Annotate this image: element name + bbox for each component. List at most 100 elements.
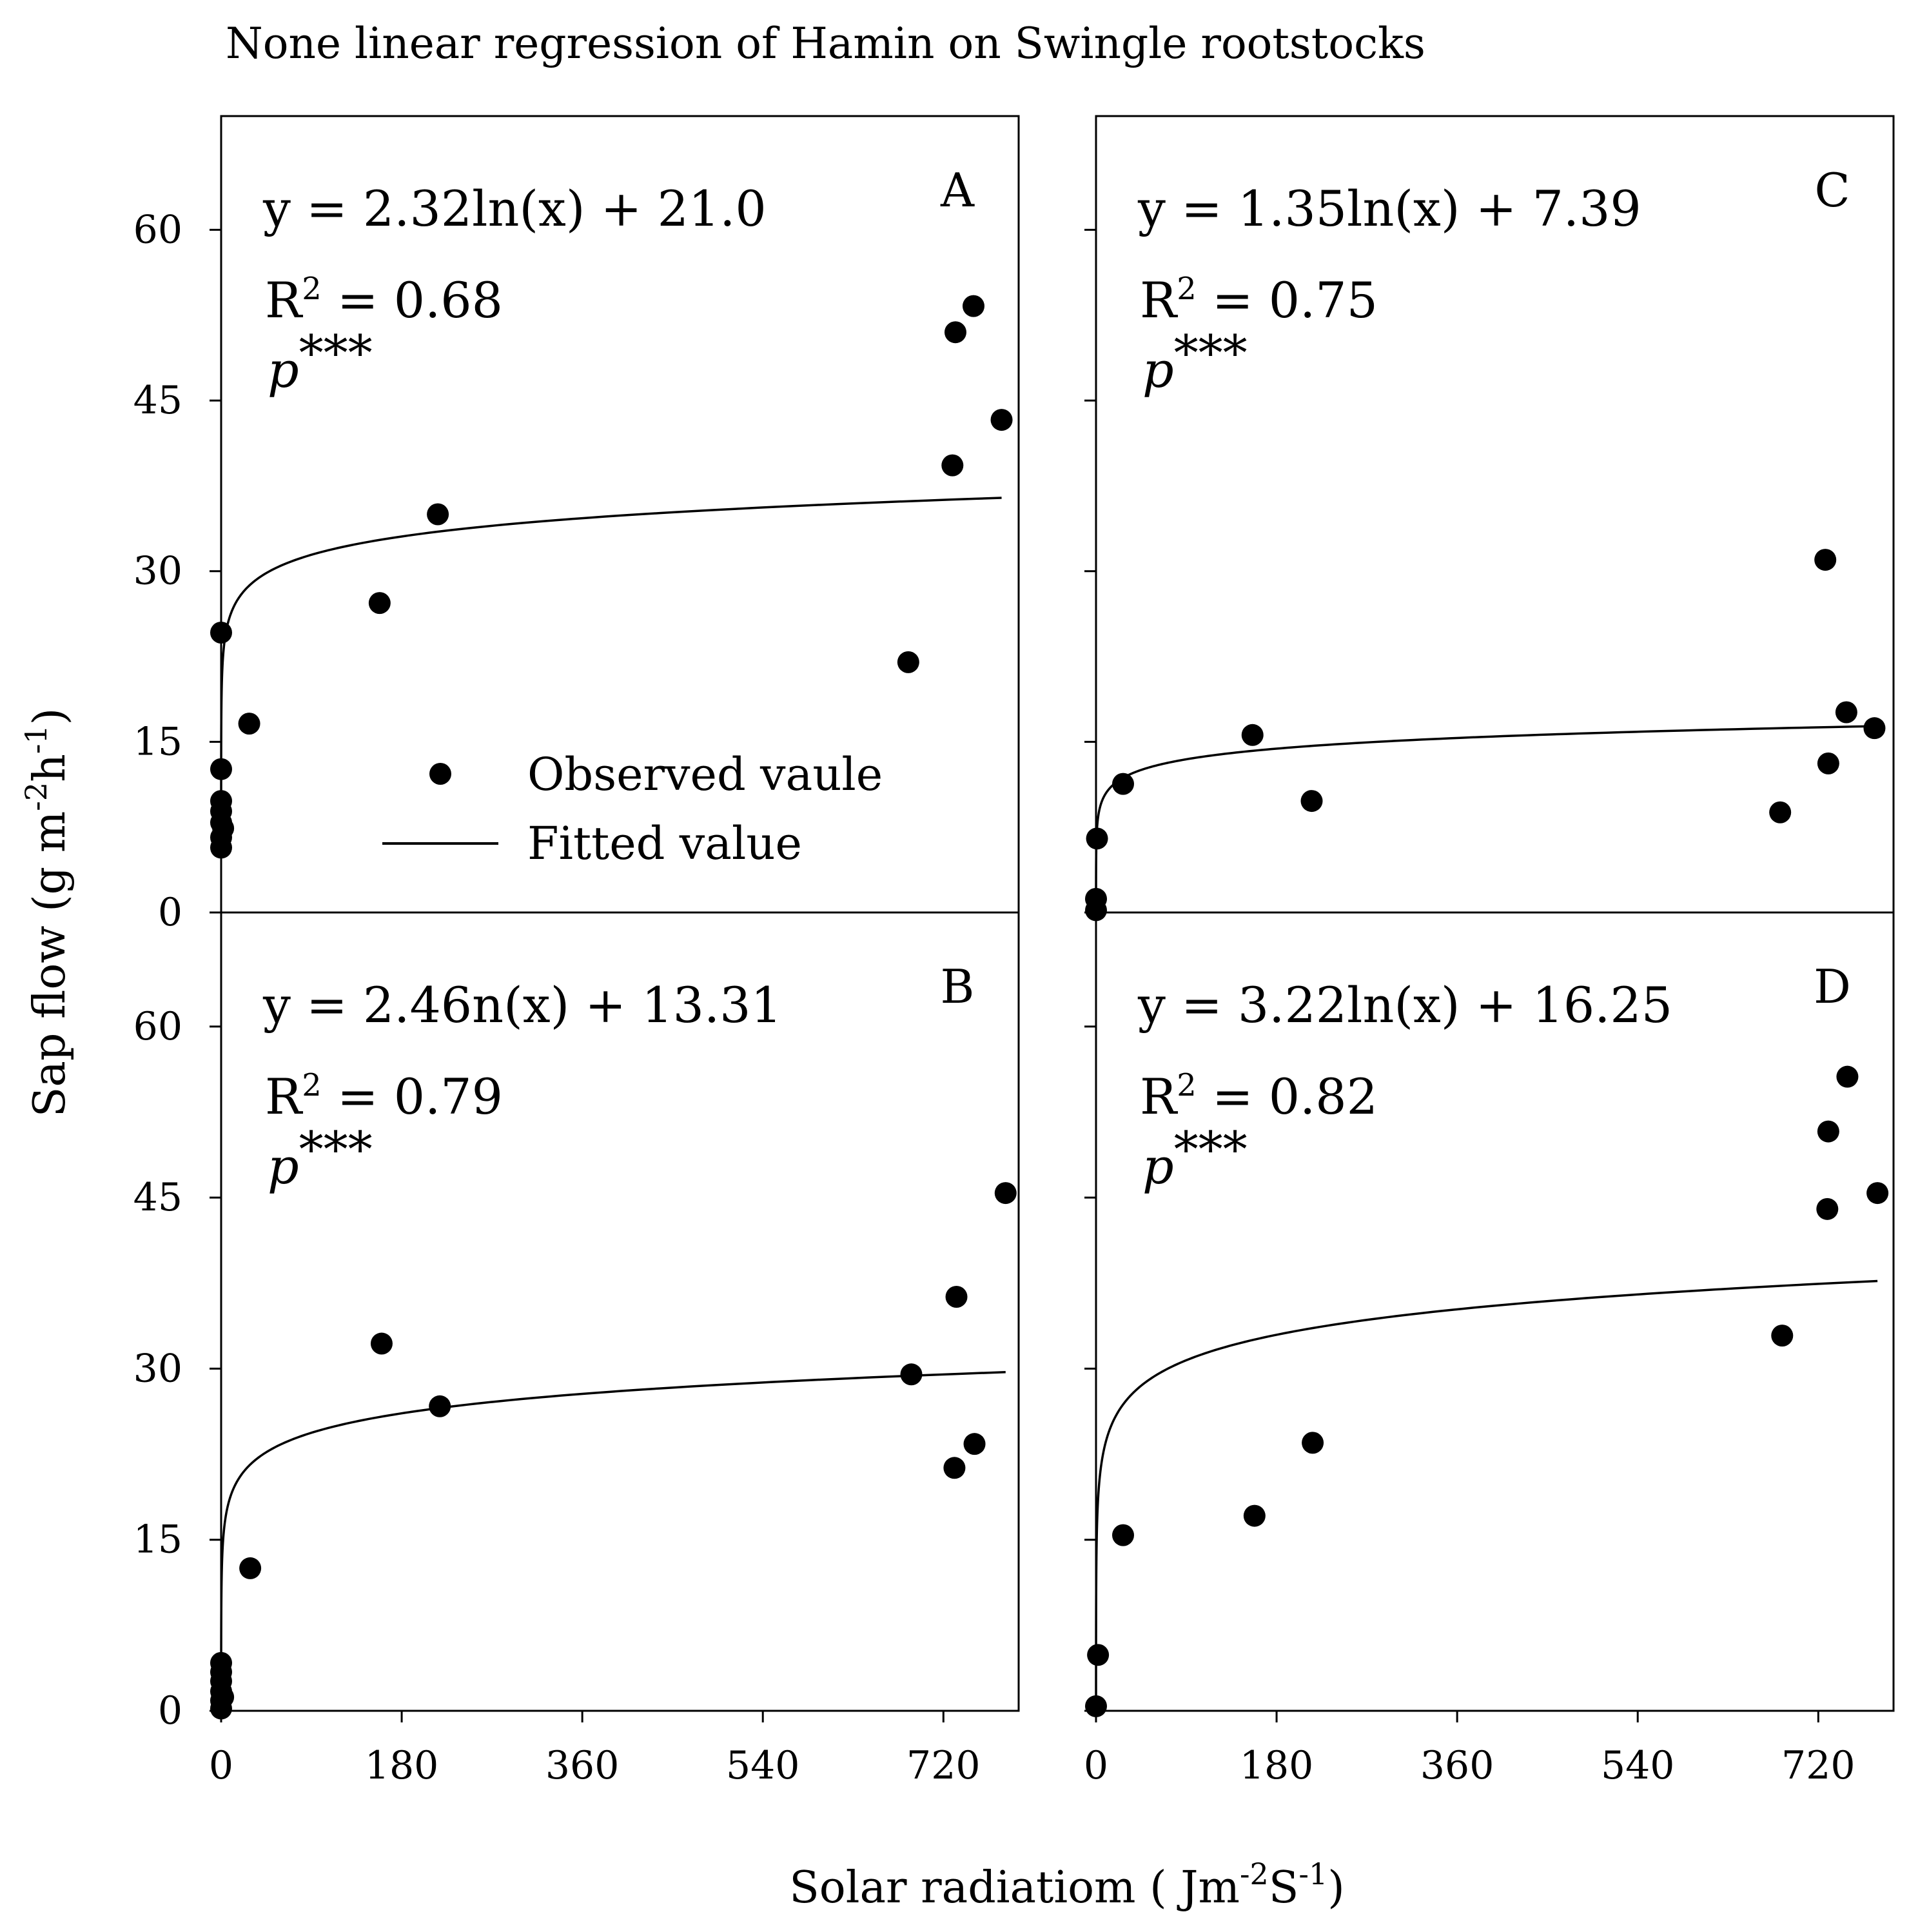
- panel-a-observed-point: [238, 713, 260, 735]
- panel-b-x-tick-label: 540: [726, 1743, 800, 1788]
- x-axis-title-end: ): [1327, 1862, 1345, 1913]
- panel-d-p-value: p***: [1142, 1121, 1248, 1195]
- panel-b-x-tick-label: 720: [906, 1743, 981, 1788]
- panel-a-observed-point: [897, 651, 919, 673]
- y-axis-title-sup1: -2: [19, 782, 54, 811]
- panel-d-x-tick-label: 0: [1084, 1743, 1108, 1788]
- panel-d-r-squared: R2 = 0.82: [1140, 1067, 1378, 1125]
- panel-c-observed-point: [1817, 752, 1839, 774]
- panel-b-p-value: p***: [268, 1121, 373, 1195]
- panel-d-observed-point: [1817, 1120, 1839, 1143]
- panel-a-observed-point: [941, 454, 964, 477]
- panel-b-observed-point: [994, 1182, 1017, 1205]
- panel-b-observed-point: [945, 1286, 968, 1308]
- panel-d-x-tick-label: 540: [1601, 1743, 1675, 1788]
- panel-b-p-label: p: [268, 1138, 299, 1195]
- panel-b-r-squared: R2 = 0.79: [265, 1067, 503, 1125]
- panel-d-observed-point: [1836, 1065, 1859, 1088]
- panel-d-observed-point: [1112, 1524, 1135, 1546]
- y-axis-title: Sap flow (g m-2h-1): [19, 708, 75, 1118]
- panel-a-p-value: p***: [268, 324, 373, 399]
- panel-b-x-tick-label: 360: [545, 1743, 620, 1788]
- panel-b-observed-point: [239, 1557, 262, 1579]
- panel-a-observed-point: [210, 758, 232, 780]
- panel-a-r-squared-label: R: [265, 271, 304, 329]
- panel-d-observed-point: [1866, 1182, 1889, 1205]
- panel-d-frame: [1095, 911, 1895, 1712]
- panel-a-r-squared-value: = 0.68: [322, 271, 503, 329]
- x-axis-title-sup1: -2: [1240, 1857, 1269, 1891]
- panel-a-r-squared: R2 = 0.68: [265, 271, 503, 329]
- panel-a-observed-point: [944, 321, 966, 344]
- panel-a-y-tick-label: 45: [133, 378, 182, 423]
- panel-a-observed-point: [212, 817, 235, 840]
- panel-b-observed-point: [900, 1363, 923, 1386]
- panel-d-x-tick-label: 180: [1240, 1743, 1314, 1788]
- panel-a-p-label: p: [268, 341, 299, 399]
- panel-b-x-tick-label: 180: [365, 1743, 439, 1788]
- panel-c-fitted-curve: [1095, 725, 1875, 900]
- panel-b-r-squared-sup: 2: [302, 1067, 322, 1103]
- panel-c-observed-point: [1085, 887, 1107, 910]
- panel-a-y-tick-label: 0: [158, 890, 182, 935]
- panel-a-p-stars: ***: [299, 324, 373, 382]
- y-axis-title-base: Sap flow (g m: [24, 811, 75, 1118]
- panel-c-observed-point: [1835, 701, 1857, 724]
- panel-c-p-stars: ***: [1174, 324, 1248, 382]
- panel-a-observed-point: [368, 592, 391, 615]
- x-axis-title-base: Solar radiatiom ( Jm: [789, 1862, 1240, 1913]
- panel-a-y-tick-label: 15: [133, 719, 182, 764]
- panel-d-observed-point: [1087, 1644, 1110, 1666]
- panel-c-p-label: p: [1142, 341, 1174, 399]
- panel-c-p-value: p***: [1142, 324, 1248, 399]
- panel-b-r-squared-value: = 0.79: [322, 1068, 503, 1125]
- panel-c-observed-point: [1241, 724, 1264, 746]
- panel-b-observed-point: [963, 1433, 986, 1455]
- panel-c-observed-point: [1863, 717, 1886, 740]
- legend-observed-marker: [429, 763, 451, 785]
- panel-b-r-squared-label: R: [265, 1068, 304, 1125]
- y-axis-title-mid: h: [24, 754, 75, 782]
- panel-c-observed-point: [1814, 549, 1837, 571]
- legend-fitted-label: Fitted value: [527, 817, 802, 870]
- panel-b-y-tick-label: 30: [133, 1346, 182, 1391]
- panel-d-r-squared-label: R: [1140, 1068, 1179, 1125]
- panel-c-r-squared-value: = 0.75: [1197, 271, 1378, 329]
- panel-d-p-label: p: [1142, 1138, 1174, 1195]
- panel-c-r-squared-label: R: [1140, 271, 1179, 329]
- panel-b-y-tick-label: 0: [158, 1688, 182, 1733]
- panel-b-equation: y = 2.46n(x) + 13.31: [262, 976, 782, 1034]
- panel-c-equation: y = 1.35ln(x) + 7.39: [1137, 180, 1641, 237]
- panel-b-observed-point: [370, 1332, 393, 1355]
- panel-a-y-tick-label: 60: [133, 207, 182, 252]
- panel-a-observed-point: [990, 409, 1013, 431]
- panel-a-equation: y = 2.32ln(x) + 21.0: [262, 180, 767, 237]
- panel-d-observed-point: [1243, 1504, 1266, 1527]
- panel-c-observed-point: [1112, 773, 1135, 795]
- panel-c-r-squared-sup: 2: [1177, 271, 1197, 307]
- panel-d: 0 180 360 540 720 y = 3.22ln(x) + 16.25 R2 = 0…: [1084, 911, 1895, 1788]
- panel-b-observed-point: [212, 1686, 235, 1708]
- panel-b-p-stars: ***: [299, 1121, 373, 1178]
- panel-a-observed-point: [962, 295, 984, 317]
- panel-d-r-squared-sup: 2: [1177, 1067, 1197, 1103]
- panel-a-letter: A: [940, 163, 975, 217]
- panel-d-r-squared-value: = 0.82: [1197, 1068, 1378, 1125]
- panel-a-observed-point: [210, 836, 232, 859]
- panel-a-fitted-curve: [220, 497, 1002, 856]
- panel-a-observed-point: [427, 503, 449, 526]
- legend-observed-label: Observed vaule: [527, 748, 883, 801]
- panel-b-y-tick-label: 45: [133, 1175, 182, 1220]
- panel-d-observed-point: [1771, 1325, 1794, 1347]
- panel-d-p-stars: ***: [1174, 1121, 1248, 1178]
- panel-b: 0 15 30 45 60 0 180 360 540 720 y = 2.46n(x) + 13.…: [133, 911, 1020, 1788]
- panel-d-observed-point: [1302, 1432, 1324, 1454]
- panel-c-observed-point: [1086, 827, 1108, 850]
- y-axis-title-sup2: -1: [19, 725, 54, 754]
- panel-b-x-tick-label: 0: [209, 1743, 233, 1788]
- panel-c-observed-point: [1300, 790, 1323, 813]
- panel-d-x-tick-label: 720: [1781, 1743, 1855, 1788]
